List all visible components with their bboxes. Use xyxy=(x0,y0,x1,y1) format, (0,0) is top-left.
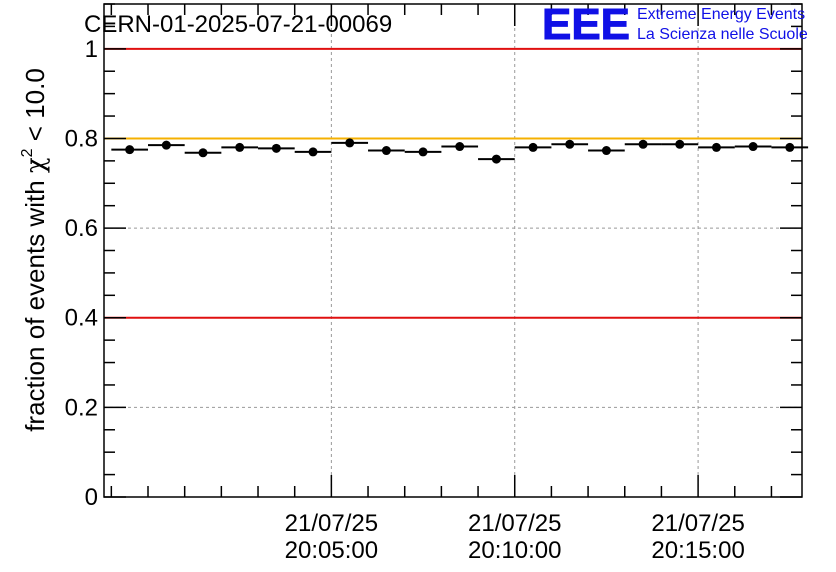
data-point xyxy=(528,142,538,152)
plot-frame xyxy=(103,3,803,498)
data-point xyxy=(198,148,208,158)
eee-logo: EEE Extreme Energy Events La Scienza nel… xyxy=(542,0,808,50)
data-point xyxy=(308,147,318,157)
data-point xyxy=(455,142,465,152)
y-tick-label: 0.4 xyxy=(65,305,98,332)
x-tick-label-date: 21/07/25 xyxy=(651,510,744,537)
data-point xyxy=(418,147,428,157)
data-series xyxy=(111,138,809,164)
y-axis-label-prefix: fraction of events with xyxy=(20,173,50,432)
y-axis-label: fraction of events with χ2 < 10.0 xyxy=(19,68,51,432)
reference-lines xyxy=(104,47,802,319)
data-point xyxy=(271,143,281,153)
logo-line2: La Scienza nelle Scuole xyxy=(637,26,808,43)
x-tick-label-time: 20:15:00 xyxy=(651,537,744,564)
y-axis-label-symbol: χ xyxy=(21,157,51,173)
y-axis-label-superscript: 2 xyxy=(19,148,36,157)
axis-ticks xyxy=(104,3,802,498)
x-tick-label-date: 21/07/25 xyxy=(285,510,378,537)
data-point xyxy=(345,138,355,148)
y-tick-label: 0 xyxy=(85,484,98,511)
x-tick-label-time: 20:05:00 xyxy=(285,537,378,564)
logo-letters: EEE xyxy=(542,0,630,49)
data-point xyxy=(785,142,795,152)
data-point xyxy=(381,146,391,156)
data-point xyxy=(638,139,648,149)
data-point xyxy=(235,142,245,152)
y-tick-label: 1 xyxy=(85,36,98,63)
data-point xyxy=(565,139,575,149)
chart-title: CERN-01-2025-07-21-00069 xyxy=(84,11,392,38)
data-point xyxy=(491,154,501,164)
y-tick-labels: 0 0.2 0.4 0.6 0.8 1 xyxy=(65,36,98,511)
logo-line1: Extreme Energy Events xyxy=(637,6,805,23)
data-point xyxy=(125,145,135,155)
data-point xyxy=(675,139,685,149)
y-tick-label: 0.6 xyxy=(65,215,98,242)
x-tick-labels: 21/07/2520:05:0021/07/2520:10:0021/07/25… xyxy=(285,510,745,564)
x-tick-label-time: 20:10:00 xyxy=(468,537,561,564)
data-point xyxy=(161,140,171,150)
data-point xyxy=(601,146,611,156)
data-point xyxy=(748,142,758,152)
y-tick-label: 0.2 xyxy=(65,394,98,421)
y-tick-label: 0.8 xyxy=(65,125,98,152)
y-axis-label-suffix: < 10.0 xyxy=(20,68,50,148)
data-point xyxy=(711,142,721,152)
x-tick-label-date: 21/07/25 xyxy=(468,510,561,537)
